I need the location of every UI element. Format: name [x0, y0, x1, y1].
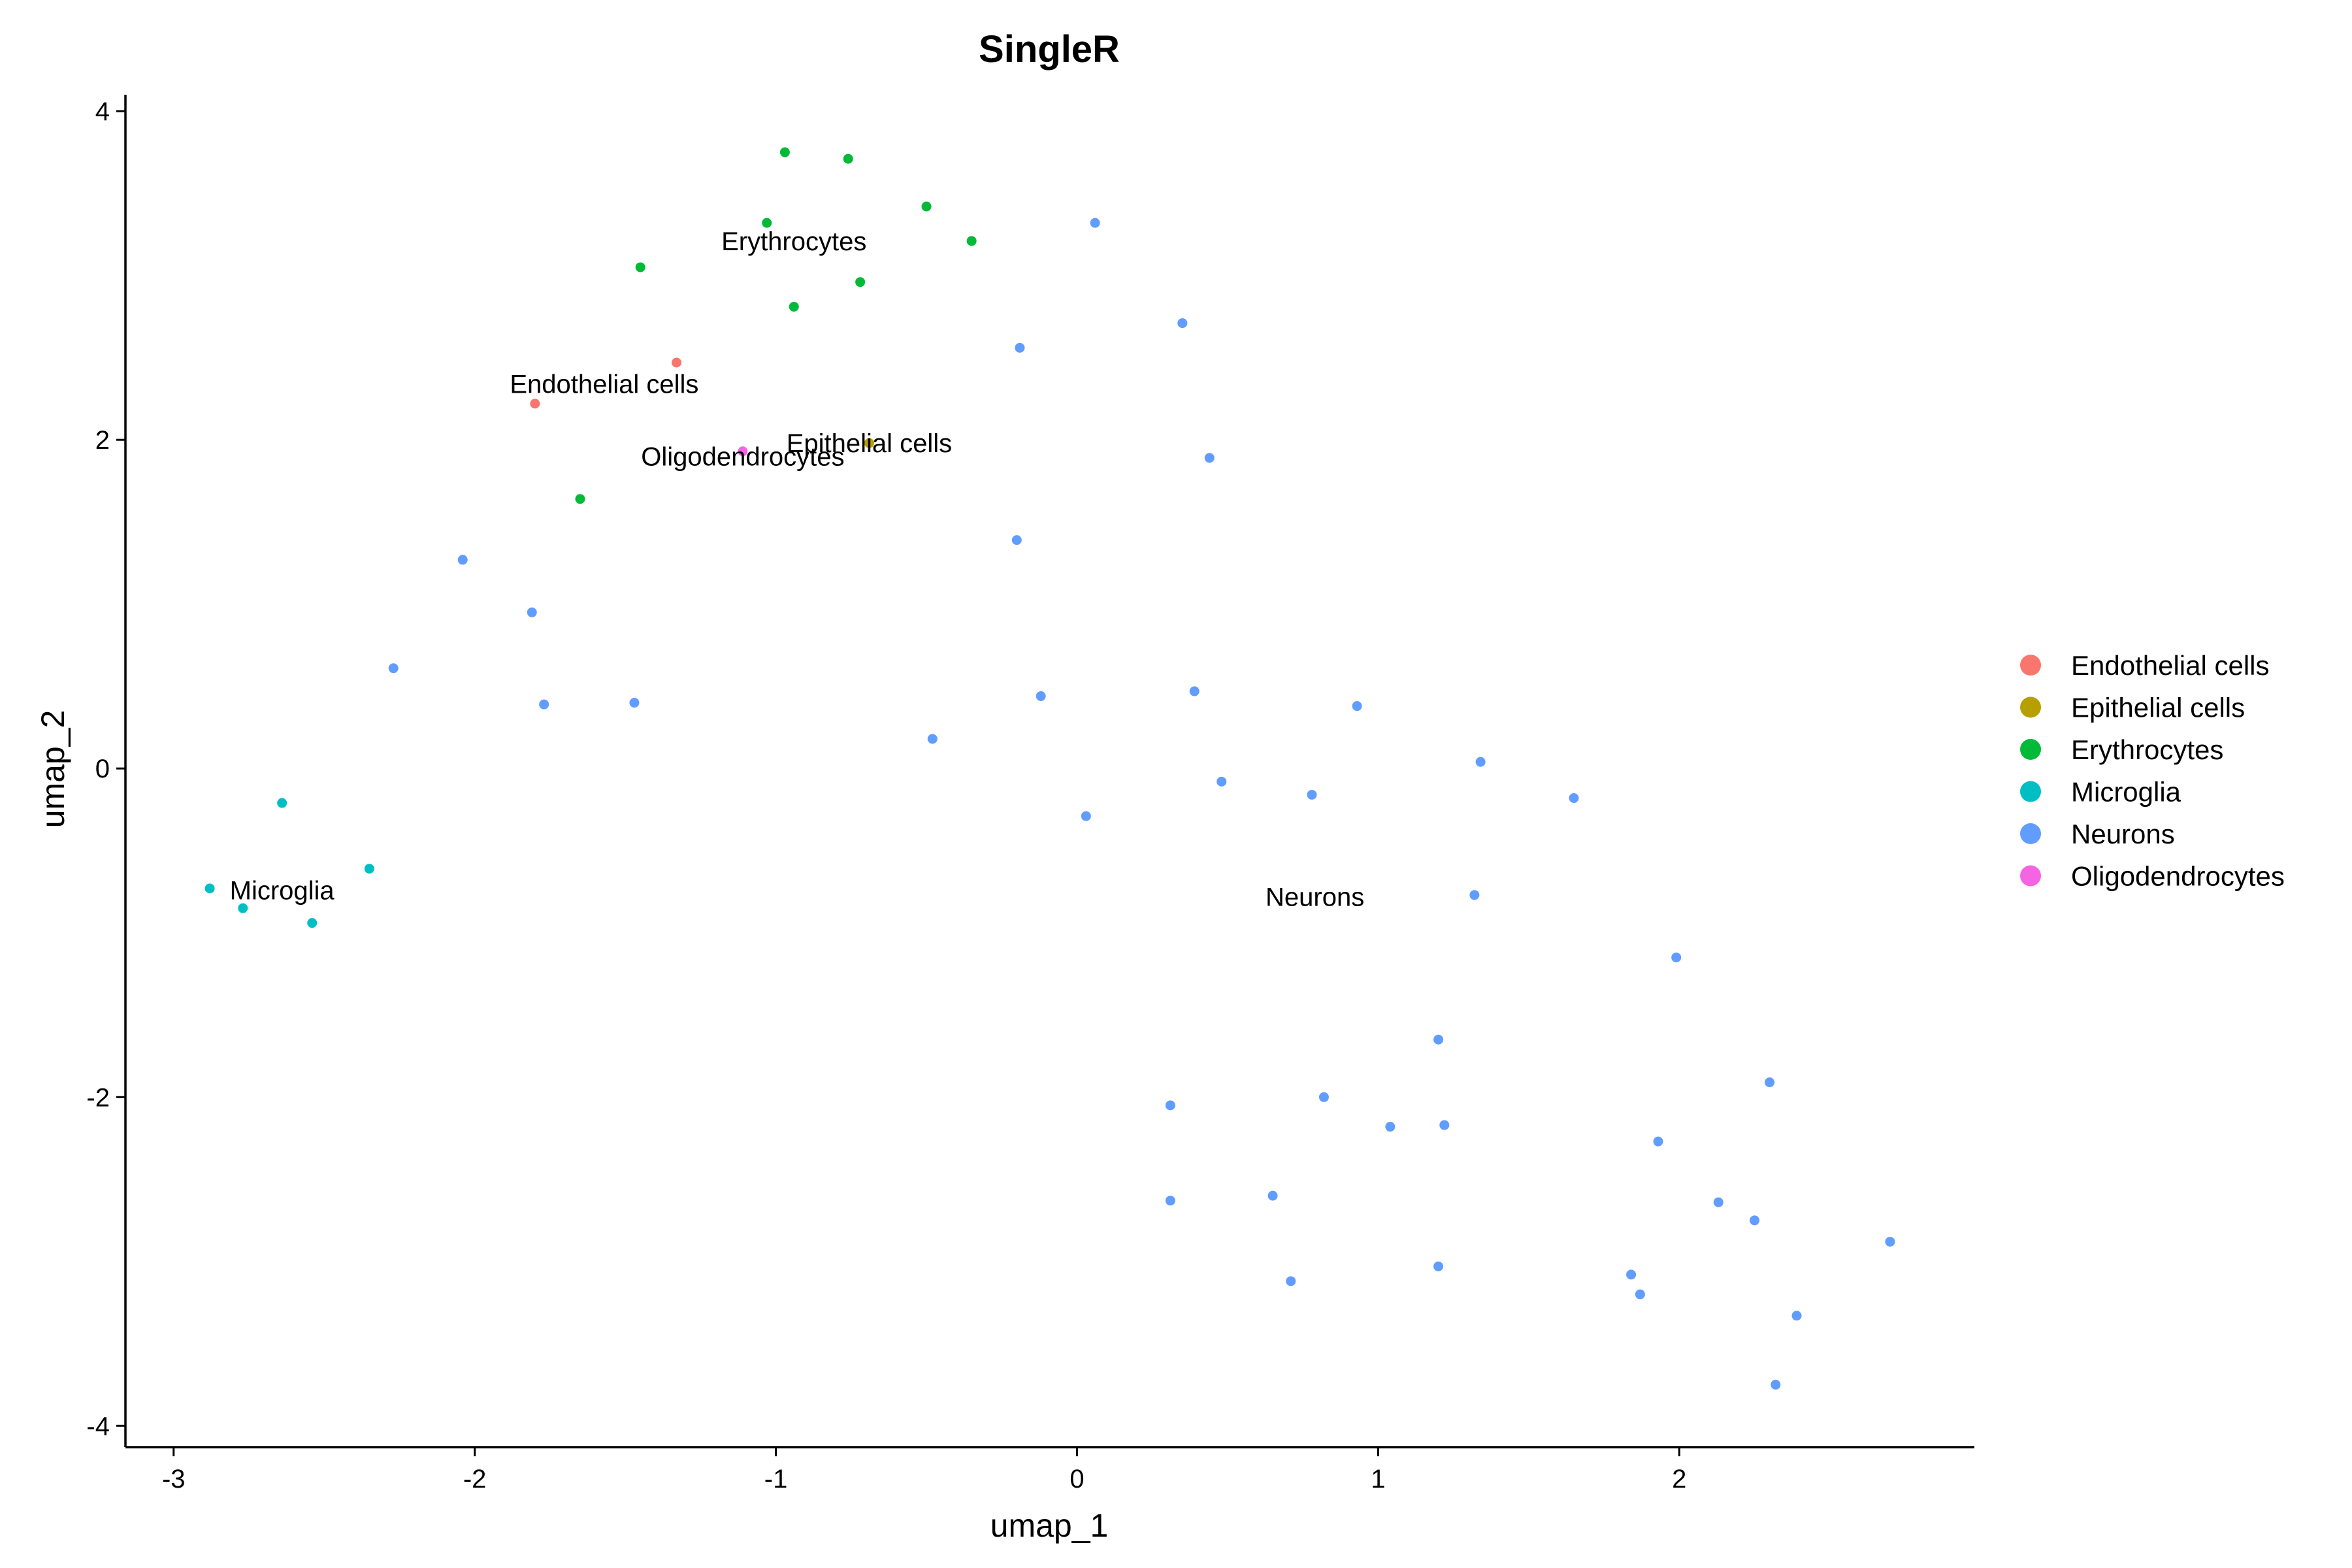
cluster-label-microglia: Microglia — [230, 876, 335, 905]
point-neurons — [1750, 1215, 1760, 1226]
point-microglia — [277, 798, 287, 808]
x-tick-label: 0 — [1070, 1465, 1084, 1494]
x-tick-label: -3 — [162, 1465, 186, 1494]
x-tick-label: 2 — [1672, 1465, 1686, 1494]
point-neurons — [1433, 1034, 1444, 1045]
legend-label-epithelial-cells: Epithelial cells — [2071, 693, 2245, 723]
point-neurons — [1165, 1196, 1175, 1206]
point-neurons — [1217, 776, 1227, 787]
point-neurons — [527, 607, 537, 617]
x-tick-label: -2 — [463, 1465, 487, 1494]
point-erythrocytes — [762, 218, 772, 228]
point-neurons — [1791, 1311, 1802, 1321]
legend-key-endothelial-cells — [2020, 655, 2041, 676]
cluster-label-epithelial-cells: Epithelial cells — [787, 429, 952, 458]
point-endothelial-cells — [530, 399, 540, 409]
point-neurons — [1765, 1077, 1775, 1088]
point-neurons — [1081, 811, 1091, 821]
point-neurons — [1165, 1100, 1175, 1111]
point-neurons — [1090, 218, 1100, 228]
point-neurons — [1439, 1120, 1450, 1130]
point-neurons — [1189, 686, 1200, 696]
point-neurons — [1626, 1269, 1637, 1280]
point-neurons — [1653, 1136, 1663, 1147]
x-tick-label: -1 — [764, 1465, 788, 1494]
point-microglia — [204, 883, 215, 894]
legend-key-epithelial-cells — [2020, 696, 2041, 718]
legend-label-microglia: Microglia — [2071, 777, 2181, 808]
point-microglia — [238, 903, 248, 913]
point-neurons — [1469, 890, 1480, 900]
cluster-label-neurons: Neurons — [1266, 883, 1364, 911]
legend-key-erythrocytes — [2020, 739, 2041, 760]
legend-label-neurons: Neurons — [2071, 819, 2175, 849]
y-tick-label: 2 — [95, 426, 110, 455]
legend-label-oligodendrocytes: Oligodendrocytes — [2071, 861, 2285, 892]
point-neurons — [1352, 701, 1362, 711]
point-neurons — [1267, 1190, 1278, 1201]
y-tick-label: -2 — [86, 1083, 110, 1112]
point-erythrocytes — [789, 301, 799, 312]
point-microglia — [364, 864, 374, 874]
point-neurons — [457, 555, 468, 565]
legend-key-oligodendrocytes — [2020, 865, 2041, 887]
point-neurons — [1635, 1289, 1645, 1299]
y-tick-label: -4 — [86, 1412, 110, 1441]
point-neurons — [1307, 789, 1317, 800]
legend-label-endothelial-cells: Endothelial cells — [2071, 650, 2270, 681]
point-neurons — [1204, 453, 1215, 463]
point-erythrocytes — [855, 277, 866, 287]
point-neurons — [1433, 1261, 1444, 1271]
data-points — [204, 147, 1895, 1390]
axes: -3 -2 -1 0 1 2 -4 -2 0 2 4 — [86, 95, 1974, 1494]
point-neurons — [1671, 952, 1682, 962]
point-neurons — [1569, 793, 1579, 804]
point-erythrocytes — [921, 201, 932, 212]
point-endothelial-cells — [671, 357, 681, 368]
point-erythrocytes — [966, 236, 977, 246]
legend-key-neurons — [2020, 823, 2041, 844]
point-neurons — [1015, 342, 1025, 353]
point-erythrocytes — [635, 262, 645, 272]
point-neurons — [1318, 1092, 1329, 1102]
point-neurons — [629, 698, 640, 708]
point-neurons — [927, 734, 938, 744]
chart-title: SingleR — [979, 28, 1120, 71]
point-neurons — [1475, 757, 1486, 767]
cluster-label-endothelial-cells: Endothelial cells — [510, 370, 698, 399]
point-neurons — [539, 699, 549, 710]
point-neurons — [1771, 1379, 1781, 1390]
point-oligodendrocytes — [738, 446, 748, 457]
point-neurons — [388, 663, 399, 674]
point-neurons — [1713, 1197, 1723, 1207]
point-neurons — [1177, 318, 1188, 329]
point-neurons — [1011, 535, 1022, 546]
point-neurons — [1036, 691, 1046, 702]
y-tick-label: 0 — [95, 755, 110, 783]
point-erythrocytes — [575, 494, 585, 504]
cluster-labels: Erythrocytes Endothelial cells Epithelial … — [230, 227, 1365, 912]
point-erythrocytes — [779, 147, 790, 157]
y-tick-label: 4 — [95, 97, 110, 126]
legend: Endothelial cells Epithelial cells Erythro… — [2020, 650, 2285, 892]
point-neurons — [1885, 1237, 1895, 1247]
x-tick-label: 1 — [1371, 1465, 1385, 1494]
point-neurons — [1385, 1122, 1396, 1132]
point-neurons — [1286, 1276, 1296, 1286]
legend-label-erythrocytes: Erythrocytes — [2071, 734, 2223, 765]
cluster-label-oligodendrocytes: Oligodendrocytes — [641, 442, 844, 471]
legend-key-microglia — [2020, 781, 2041, 802]
y-axis-title: umap_2 — [35, 710, 71, 828]
point-microglia — [307, 918, 318, 928]
cluster-label-erythrocytes: Erythrocytes — [721, 227, 866, 256]
x-axis-title: umap_1 — [990, 1507, 1109, 1544]
point-epithelial-cells — [864, 438, 874, 448]
point-erythrocytes — [843, 154, 853, 164]
